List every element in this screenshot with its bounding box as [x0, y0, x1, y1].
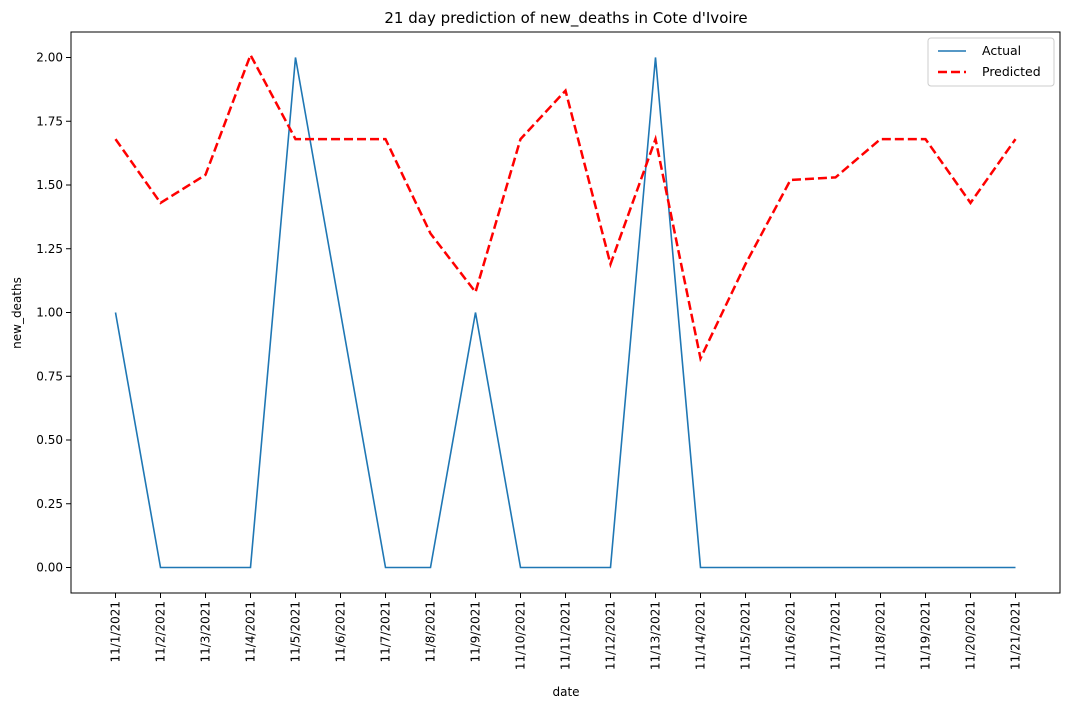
y-tick-label: 0.25	[36, 497, 63, 511]
series-layer	[114, 51, 1017, 569]
x-tick-label: 11/14/2021	[694, 601, 708, 670]
x-tick-label: 11/6/2021	[334, 601, 348, 663]
x-tick-label: 11/20/2021	[964, 601, 978, 670]
y-tick-label: 0.50	[36, 433, 63, 447]
y-tick-label: 1.50	[36, 178, 63, 192]
x-tick-label: 11/3/2021	[199, 601, 213, 663]
x-tick-label: 11/16/2021	[784, 601, 798, 670]
series-line-actual	[114, 57, 1016, 569]
y-tick-label: 1.75	[36, 114, 63, 128]
x-tick-label: 11/7/2021	[379, 601, 393, 663]
y-tick-label: 2.00	[36, 51, 63, 65]
x-tick-label: 11/21/2021	[1009, 601, 1023, 670]
x-tick-label: 11/5/2021	[289, 601, 303, 663]
legend-box	[927, 37, 1055, 87]
legend-label-predicted: Predicted	[982, 64, 1041, 79]
x-tick-label: 11/9/2021	[469, 601, 483, 663]
y-axis: 0.00 0.25 0.50 0.75 1.00 1.25 1.50 1.75 2.00	[36, 51, 71, 575]
y-tick-label: 1.25	[36, 242, 63, 256]
legend: Actual Predicted	[927, 37, 1055, 87]
x-tick-label: 11/8/2021	[424, 601, 438, 663]
x-axis-label: date	[552, 685, 579, 699]
x-tick-label: 11/10/2021	[514, 601, 528, 670]
x-tick-label: 11/2/2021	[154, 601, 168, 663]
y-axis-label: new_deaths	[10, 277, 24, 349]
chart-title: 21 day prediction of new_deaths in Cote …	[384, 9, 747, 28]
y-tick-label: 1.00	[36, 306, 63, 320]
x-tick-label: 11/15/2021	[739, 601, 753, 670]
x-tick-label: 11/1/2021	[109, 601, 123, 663]
x-tick-label: 11/13/2021	[649, 601, 663, 670]
x-axis: 11/1/2021 11/2/2021 11/3/2021 11/4/2021 11/5…	[109, 593, 1023, 670]
y-tick-label: 0.75	[36, 369, 63, 383]
x-tick-label: 11/11/2021	[559, 601, 573, 670]
legend-label-actual: Actual	[982, 43, 1021, 58]
y-tick-label: 0.00	[36, 561, 63, 575]
x-tick-label: 11/4/2021	[244, 601, 258, 663]
series-line-predicted	[114, 51, 1017, 363]
x-tick-label: 11/17/2021	[829, 601, 843, 670]
x-tick-label: 11/12/2021	[604, 601, 618, 670]
x-tick-label: 11/19/2021	[919, 601, 933, 670]
x-tick-label: 11/18/2021	[874, 601, 888, 670]
